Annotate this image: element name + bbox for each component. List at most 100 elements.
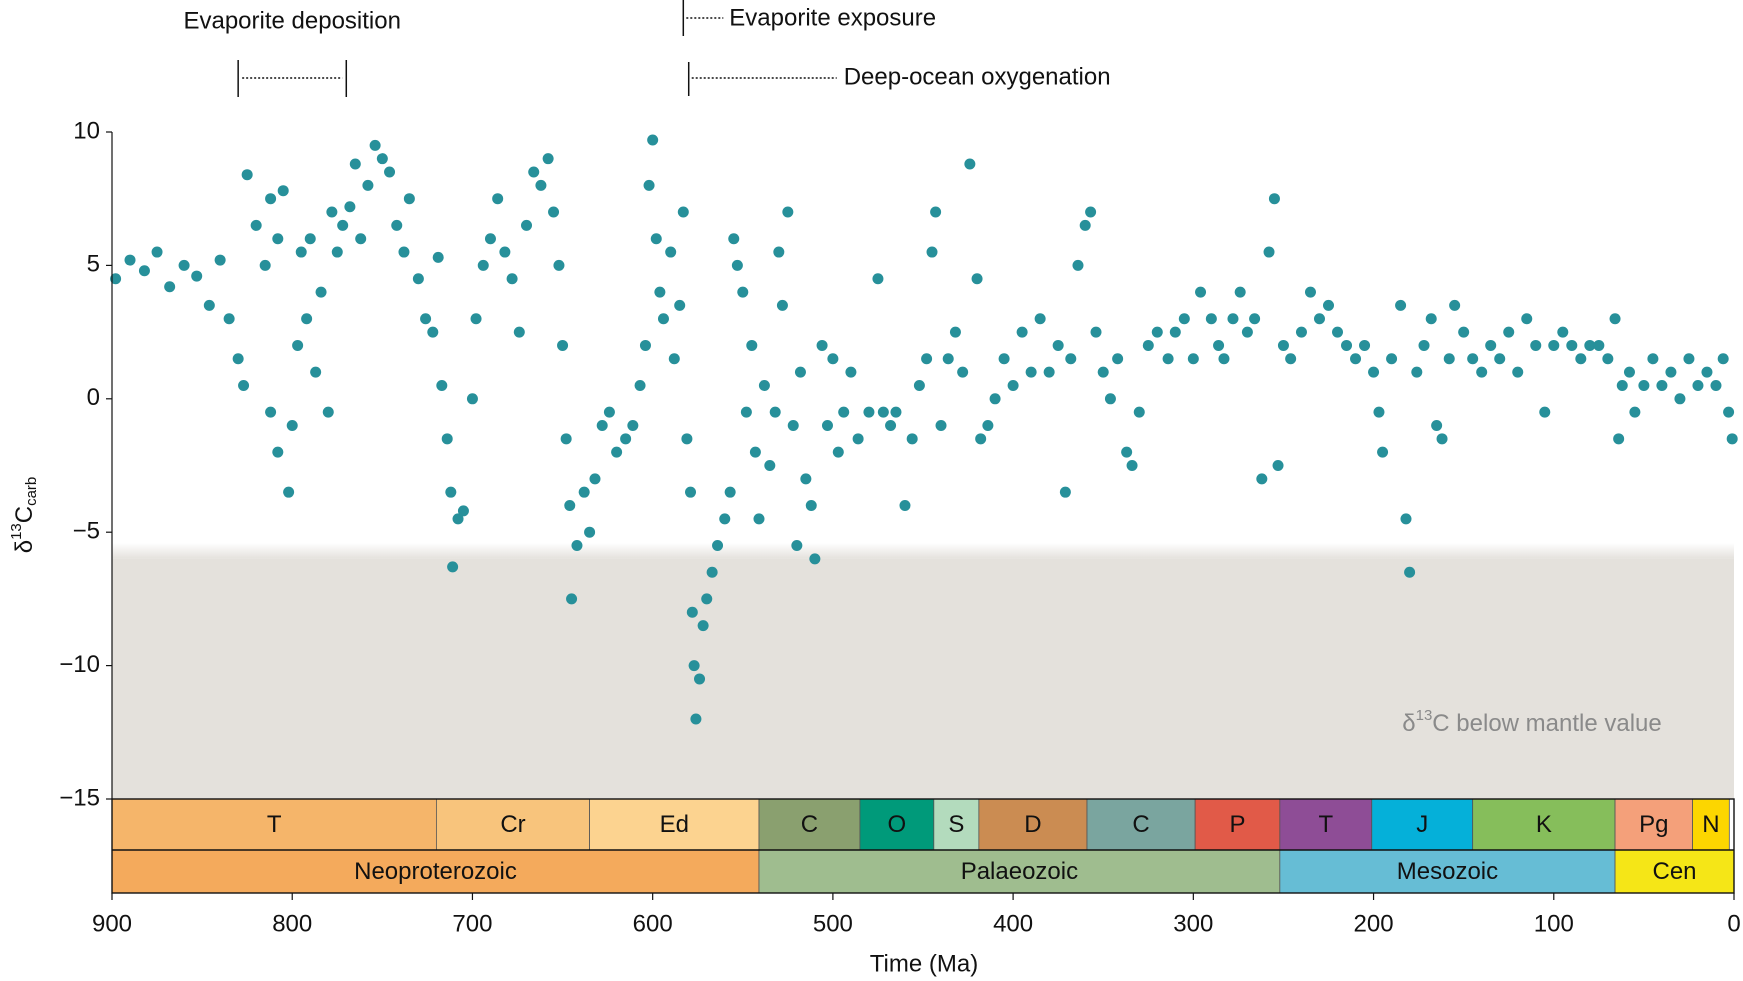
point	[138, 265, 150, 277]
point	[1142, 339, 1154, 351]
point	[690, 713, 702, 725]
period-box	[859, 798, 935, 851]
y-tick-label: 10	[73, 117, 100, 144]
point	[542, 153, 554, 165]
point	[989, 393, 1001, 405]
point	[295, 246, 307, 258]
point	[1566, 339, 1578, 351]
era-box	[758, 849, 1281, 894]
y-tick-label: 5	[87, 251, 100, 278]
point	[731, 259, 743, 271]
point	[1400, 513, 1412, 525]
point	[728, 233, 740, 245]
point	[852, 433, 864, 445]
point	[272, 446, 284, 458]
point	[553, 259, 565, 271]
point	[1227, 313, 1239, 325]
point	[564, 500, 576, 512]
point	[265, 193, 277, 205]
point	[1411, 366, 1423, 378]
point	[1647, 353, 1659, 365]
point	[513, 326, 525, 338]
point	[1304, 286, 1316, 298]
period-box	[111, 798, 437, 851]
period-label: T	[267, 811, 282, 838]
point	[292, 339, 304, 351]
point	[1726, 433, 1738, 445]
period-label: P	[1229, 811, 1245, 838]
point	[1548, 339, 1560, 351]
point	[971, 273, 983, 285]
point	[259, 259, 271, 271]
point	[681, 433, 693, 445]
x-tick-label: 600	[633, 910, 673, 937]
point	[301, 313, 313, 325]
point	[1034, 313, 1046, 325]
point	[1683, 353, 1695, 365]
point	[1007, 379, 1019, 391]
point	[1485, 339, 1497, 351]
point	[232, 353, 244, 365]
period-label: N	[1702, 811, 1719, 838]
point	[1090, 326, 1102, 338]
x-tick-label: 0	[1727, 910, 1740, 937]
point	[1178, 313, 1190, 325]
point	[1277, 339, 1289, 351]
point	[899, 500, 911, 512]
point	[1613, 433, 1625, 445]
period-label: J	[1416, 811, 1428, 838]
point	[1723, 406, 1735, 418]
point	[643, 179, 655, 191]
point	[685, 486, 697, 498]
point	[1476, 366, 1488, 378]
period-box	[1614, 798, 1693, 851]
point	[1701, 366, 1713, 378]
point	[650, 233, 662, 245]
point	[1249, 313, 1261, 325]
point	[930, 206, 942, 218]
point	[1025, 366, 1037, 378]
point	[1169, 326, 1181, 338]
point	[1065, 353, 1077, 365]
point	[447, 561, 459, 573]
point	[506, 273, 518, 285]
point	[1386, 353, 1398, 365]
point	[548, 206, 560, 218]
point	[362, 179, 374, 191]
period-box	[978, 798, 1088, 851]
point	[457, 505, 469, 517]
point	[701, 593, 713, 605]
point	[800, 473, 812, 485]
point	[1602, 353, 1614, 365]
shade-label-prefix: δ	[1402, 710, 1415, 737]
point	[791, 540, 803, 552]
point	[566, 593, 578, 605]
y-label-prefix: δ	[11, 540, 38, 553]
point	[1272, 460, 1284, 471]
y-tick-label: −15	[59, 784, 100, 811]
x-axis-label: Time (Ma)	[870, 950, 978, 977]
point	[639, 339, 651, 351]
point	[746, 339, 758, 351]
point	[110, 273, 122, 285]
point	[322, 406, 334, 418]
period-box	[589, 798, 760, 851]
period-label: C	[1132, 811, 1149, 838]
point	[982, 419, 994, 431]
point	[1717, 353, 1729, 365]
x-tick-label: 700	[452, 910, 492, 937]
point	[241, 169, 253, 181]
era-box	[111, 849, 760, 894]
point	[1323, 299, 1334, 311]
point	[827, 353, 839, 365]
point	[584, 526, 596, 538]
point	[872, 273, 884, 285]
point	[1043, 366, 1055, 378]
point	[492, 193, 504, 205]
point	[560, 433, 572, 445]
x-tick-label: 100	[1534, 910, 1574, 937]
point	[265, 406, 277, 418]
period-label: D	[1024, 811, 1041, 838]
point	[821, 419, 833, 431]
point	[706, 566, 718, 578]
